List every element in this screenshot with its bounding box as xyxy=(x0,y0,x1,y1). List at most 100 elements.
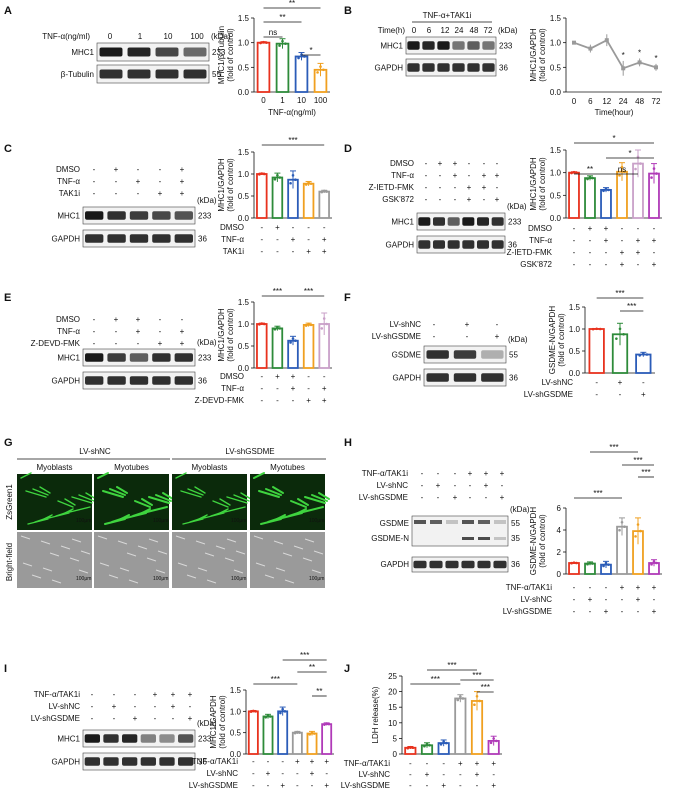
blot-band xyxy=(127,69,151,79)
cond-sign: - xyxy=(573,595,576,604)
lane-condition-sign: - xyxy=(159,177,162,186)
bar xyxy=(588,328,605,374)
blot-band xyxy=(178,734,194,743)
lane-condition-label: LV-shNC xyxy=(377,481,409,490)
data-point xyxy=(304,324,308,327)
y-tick-label: 0.0 xyxy=(569,369,581,378)
y-tick-label: 6 xyxy=(557,504,562,513)
lane-condition-sign: - xyxy=(437,493,440,502)
cond-sign: - xyxy=(281,769,284,778)
panel-letter-j: J xyxy=(344,663,350,675)
lane-condition-label: DMSO xyxy=(56,165,80,174)
blot-kda: 36 xyxy=(509,374,518,383)
cond-sign: - xyxy=(637,607,640,616)
bar xyxy=(256,173,268,219)
cond-sign: + xyxy=(618,378,623,387)
blot-band xyxy=(174,353,193,362)
lane-condition-sign: - xyxy=(421,481,424,490)
lane-condition-label: DMSO xyxy=(390,159,414,168)
cond-label: LV-shNC xyxy=(359,770,391,779)
panel-letter-f: F xyxy=(344,292,351,304)
cond-label: TNF-α xyxy=(529,236,552,245)
cell-stroke xyxy=(157,550,168,555)
blot-band xyxy=(99,69,123,79)
cell-stroke xyxy=(99,562,110,567)
lane-condition-sign: + xyxy=(436,481,441,490)
lane-condition-sign: - xyxy=(421,493,424,502)
blot-band xyxy=(422,63,435,72)
kda-unit: (kDa) xyxy=(197,338,217,347)
blot-kda: 35 xyxy=(511,534,520,543)
cell-stroke xyxy=(290,500,307,508)
y-tick-label: 0.0 xyxy=(238,88,250,97)
chart-axes-j: 0 5 10 15 20 25 LDH release(%) xyxy=(371,672,502,759)
blot-band xyxy=(159,734,175,743)
data-point xyxy=(312,732,316,735)
data-point xyxy=(572,40,576,45)
blot-kda: 233 xyxy=(212,48,226,57)
cond-sign: - xyxy=(605,595,608,604)
lane-condition-sign: - xyxy=(113,714,116,723)
bar xyxy=(302,182,315,219)
sig-label: ** xyxy=(289,0,295,8)
bar xyxy=(302,323,315,369)
y-axis-label-sub: (fold of control) xyxy=(226,28,235,82)
data-point xyxy=(325,190,328,193)
data-point xyxy=(310,731,314,734)
cond-label: GSK'872 xyxy=(520,260,552,269)
lane-condition-label: TNF-α(ng/ml) xyxy=(42,32,90,41)
cond-sign: - xyxy=(311,781,314,790)
data-point xyxy=(249,710,253,713)
blot-band xyxy=(478,537,490,540)
cell-stroke xyxy=(155,494,172,502)
panel-letter-a: A xyxy=(4,5,12,17)
cond-sign: - xyxy=(292,223,295,232)
cond-label: LV-shGSDME xyxy=(341,781,390,790)
lane-condition-label: LV-shNC xyxy=(49,702,81,711)
cond-sign: - xyxy=(589,260,592,269)
blot-band xyxy=(447,217,460,226)
cond-sign: + xyxy=(291,372,296,381)
blot-label-gsdme: GSDME xyxy=(380,519,409,528)
cond-label: TNF-α xyxy=(221,235,244,244)
bar xyxy=(584,177,596,219)
sig-label: *** xyxy=(273,287,282,296)
lane-value: 10 xyxy=(164,32,173,41)
cond-sign: + xyxy=(291,235,296,244)
lane-condition-sign: - xyxy=(466,332,469,341)
lane-value: 100 xyxy=(190,32,204,41)
blot-band xyxy=(155,47,179,57)
kda-unit: (kDa) xyxy=(508,335,528,344)
cond-sign: - xyxy=(459,781,462,790)
kda-unit: (kDa) xyxy=(197,719,217,728)
data-point xyxy=(258,173,261,176)
y-tick-label: 0.5 xyxy=(569,347,581,356)
cell-stroke xyxy=(255,562,266,567)
y-tick-label: 1.5 xyxy=(569,303,581,312)
sig-label: *** xyxy=(615,289,624,298)
data-point xyxy=(327,722,331,726)
data-point xyxy=(478,699,481,703)
blot-band xyxy=(107,234,126,243)
y-tick-label: 1.5 xyxy=(550,146,562,155)
cond-sign: + xyxy=(306,396,311,405)
sig-label: * xyxy=(612,134,615,143)
data-point xyxy=(588,561,592,565)
lane-condition-sign: - xyxy=(496,320,499,329)
lane-condition-sign: - xyxy=(93,315,96,324)
lane-condition-sign: + xyxy=(465,320,470,329)
bar xyxy=(568,171,580,219)
lane-condition-sign: - xyxy=(454,183,457,192)
data-point xyxy=(268,715,272,718)
blot-d-1 xyxy=(416,235,506,254)
data-point xyxy=(652,560,656,563)
data-point xyxy=(494,739,498,743)
y-tick-label: 0.0 xyxy=(550,214,562,223)
blot-label-gapdh: GAPDH xyxy=(386,241,415,250)
blot-band xyxy=(103,757,119,766)
data-point xyxy=(650,563,653,566)
lane-value: 12 xyxy=(441,26,450,35)
x-axis-label: Time(hour) xyxy=(595,108,634,117)
cond-sign: - xyxy=(595,378,598,387)
cond-sign: + xyxy=(324,781,329,790)
